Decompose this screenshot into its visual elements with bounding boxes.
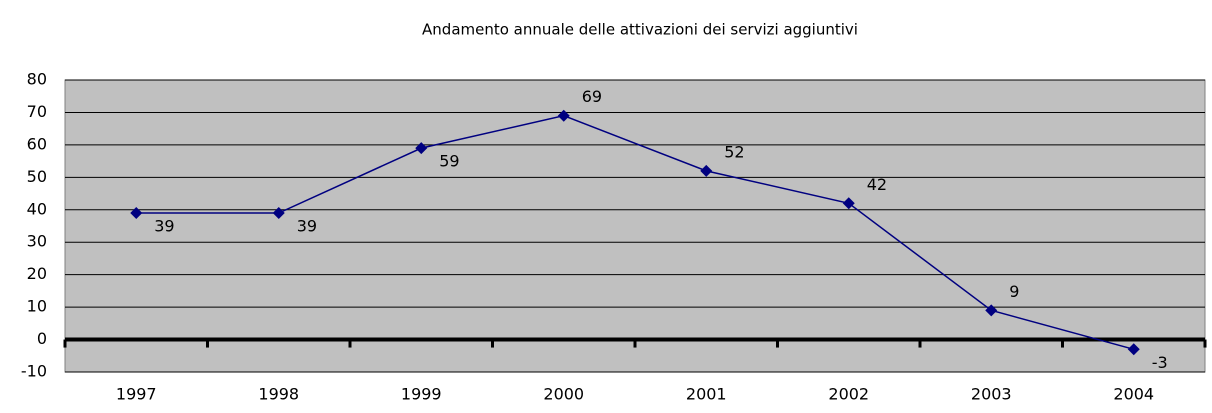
data-label: 69: [582, 87, 602, 106]
x-tick-label: 2000: [543, 385, 584, 404]
x-tick-label: 1999: [401, 385, 442, 404]
data-label: -3: [1152, 353, 1168, 372]
y-tick-label: 30: [27, 232, 47, 251]
y-tick-label: 70: [27, 102, 47, 121]
y-tick-label: 50: [27, 167, 47, 186]
x-tick-label: 2001: [686, 385, 727, 404]
data-point: [842, 197, 855, 210]
data-label: 39: [297, 217, 317, 236]
data-label: 42: [867, 175, 887, 194]
data-point: [1127, 343, 1140, 356]
data-line: [136, 114, 1134, 351]
y-tick-label: 10: [27, 297, 47, 316]
data-point: [130, 207, 143, 220]
y-tick-label: -10: [21, 362, 47, 381]
y-tick-label: 0: [37, 329, 47, 348]
data-point: [985, 304, 998, 317]
chart-title: Andamento annuale delle attivazioni dei …: [422, 21, 858, 39]
data-point: [557, 109, 570, 122]
x-tick-label: 1997: [116, 385, 157, 404]
y-tick-label: 60: [27, 134, 47, 153]
y-tick-label: 80: [27, 70, 47, 89]
x-tick-label: 1998: [258, 385, 299, 404]
data-label: 52: [724, 142, 744, 161]
data-point: [272, 207, 285, 220]
x-tick-label: 2004: [1113, 385, 1154, 404]
x-tick-label: 2002: [828, 385, 869, 404]
data-label: 39: [154, 217, 174, 236]
data-label: 59: [439, 152, 459, 171]
y-tick-label: 20: [27, 264, 47, 283]
x-tick-label: 2003: [971, 385, 1012, 404]
y-tick-label: 40: [27, 199, 47, 218]
data-point: [700, 164, 713, 177]
data-label: 9: [1009, 282, 1019, 301]
data-point: [415, 142, 428, 155]
plot-area: [64, 79, 1206, 373]
